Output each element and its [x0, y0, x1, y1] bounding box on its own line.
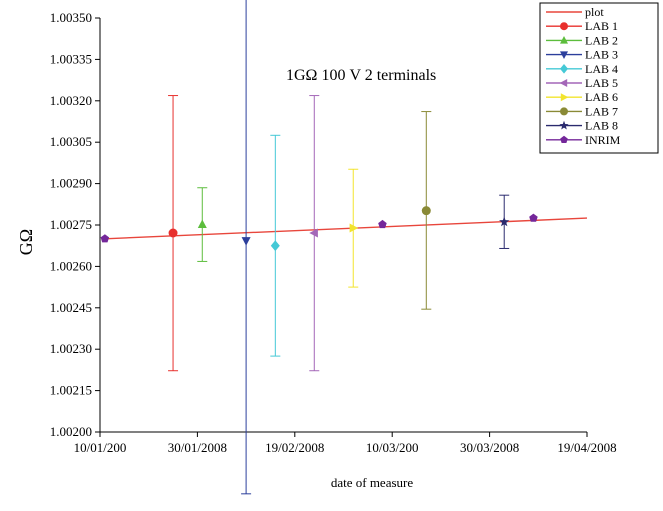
data-point	[168, 228, 178, 238]
legend-label: LAB 8	[585, 119, 618, 133]
y-tick-label: 1.00260	[50, 258, 92, 273]
fit-line	[104, 217, 588, 240]
y-tick-label: 1.00275	[50, 217, 92, 232]
legend-label: LAB 2	[585, 33, 618, 47]
legend-marker	[559, 79, 568, 87]
y-axis-label: GΩ	[16, 229, 36, 255]
data-point	[529, 213, 538, 222]
data-point	[499, 216, 510, 227]
data-points	[100, 206, 538, 252]
data-point	[421, 206, 431, 216]
y-tick-label: 1.00230	[50, 341, 92, 356]
x-tick-label: 19/02/2008	[265, 440, 324, 455]
y-tick-label: 1.00245	[50, 300, 92, 315]
legend-label: LAB 6	[585, 90, 618, 104]
legend-label: plot	[585, 5, 604, 19]
data-point	[349, 223, 359, 233]
data-point	[378, 219, 387, 229]
legend-label: LAB 4	[585, 62, 618, 76]
x-tick-label: 30/01/2008	[168, 440, 227, 455]
legend-box	[539, 2, 659, 154]
legend-marker	[560, 135, 568, 143]
x-axis-label: date of measure	[331, 475, 414, 490]
legend-label: INRIM	[585, 133, 621, 147]
y-tick-label: 1.00335	[50, 51, 92, 66]
legend-label: LAB 3	[585, 48, 618, 62]
x-tick-label: 19/04/2008	[557, 440, 616, 455]
legend-marker	[560, 36, 568, 44]
data-point	[309, 228, 318, 238]
legend-marker	[560, 22, 568, 31]
legend-marker	[560, 93, 569, 102]
x-axis-ticks: 10/01/200 30/01/2008 19/02/2008 10/03/200 30…	[74, 432, 617, 455]
x-tick-label: 10/01/200	[74, 440, 127, 455]
y-tick-label: 1.00320	[50, 93, 92, 108]
legend-marker	[560, 107, 568, 116]
legend-label: LAB 7	[585, 104, 618, 118]
chart-annotation: 1GΩ 100 V 2 terminals	[286, 67, 436, 84]
x-tick-label: 30/03/2008	[460, 440, 519, 455]
y-axis-ticks: 1.00200 1.00215 1.00230 1.00245 1.00260 1.002…	[50, 10, 100, 439]
data-point	[197, 219, 207, 228]
legend-marker	[560, 64, 568, 74]
x-tick-label: 10/03/200	[366, 440, 419, 455]
data-point	[241, 237, 251, 246]
fit-line-segment	[104, 217, 588, 240]
y-tick-label: 1.00200	[50, 424, 92, 439]
data-point	[270, 240, 280, 252]
legend-label: LAB 1	[585, 19, 618, 33]
y-tick-label: 1.00305	[50, 134, 92, 149]
legend-label: LAB 5	[585, 76, 618, 90]
y-tick-label: 1.00350	[50, 10, 92, 25]
y-tick-label: 1.00290	[50, 176, 92, 191]
data-point	[100, 234, 110, 243]
legend-marker	[559, 120, 569, 130]
y-tick-label: 1.00215	[50, 383, 92, 398]
legend-marker	[560, 51, 568, 59]
